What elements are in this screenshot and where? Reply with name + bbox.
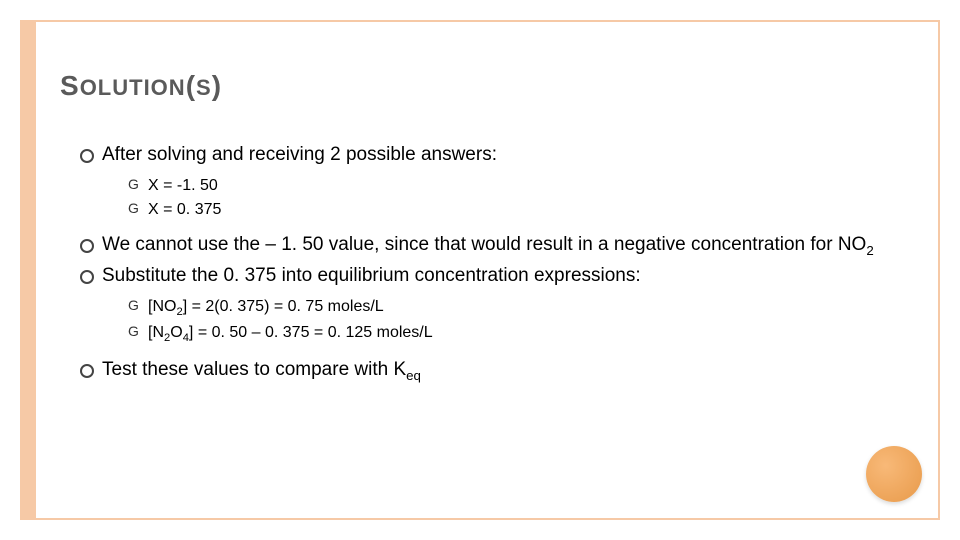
bullet-1-sub-1: X = -1. 50 xyxy=(128,174,900,198)
bullet-1: After solving and receiving 2 possible a… xyxy=(80,142,900,222)
bullet-1-sublist: X = -1. 50 X = 0. 375 xyxy=(102,174,900,222)
decorative-circle-icon xyxy=(866,446,922,502)
bullet-3-text: Substitute the 0. 375 into equilibrium c… xyxy=(102,265,641,286)
title-paren-open: ( xyxy=(186,70,196,101)
bullet-3-sub-1: [NO2] = 2(0. 375) = 0. 75 moles/L xyxy=(128,295,900,321)
title-rest: OLUTION xyxy=(80,75,186,100)
bullet-3-sublist: [NO2] = 2(0. 375) = 0. 75 moles/L [N2O4]… xyxy=(102,295,900,347)
bullet-1-text: After solving and receiving 2 possible a… xyxy=(102,144,497,165)
title-paren-close: ) xyxy=(212,70,222,101)
bullet-2-subscript: 2 xyxy=(866,242,873,257)
bullet-list: After solving and receiving 2 possible a… xyxy=(60,142,900,385)
bullet-3-sub-2: [N2O4] = 0. 50 – 0. 375 = 0. 125 moles/L xyxy=(128,321,900,347)
b3s2-post: ] = 0. 50 – 0. 375 = 0. 125 moles/L xyxy=(189,324,433,341)
title-letter-s: S xyxy=(60,70,80,101)
b3s1-pre: [NO xyxy=(148,298,176,315)
b3s2-mid: O xyxy=(170,324,182,341)
b3s2-pre: [N xyxy=(148,324,164,341)
bullet-2-text-pre: We cannot use the – 1. 50 value, since t… xyxy=(102,234,866,255)
bullet-4-text-pre: Test these values to compare with K xyxy=(102,359,406,380)
b3s1-post: ] = 2(0. 375) = 0. 75 moles/L xyxy=(183,298,384,315)
title-s-small: S xyxy=(196,75,212,100)
bullet-1-sub-2: X = 0. 375 xyxy=(128,198,900,222)
slide-title: SOLUTION(S) xyxy=(60,70,900,102)
left-accent-stripe xyxy=(22,20,36,520)
slide-content: SOLUTION(S) After solving and receiving … xyxy=(60,70,900,389)
bullet-3: Substitute the 0. 375 into equilibrium c… xyxy=(80,263,900,347)
bullet-4: Test these values to compare with Keq xyxy=(80,357,900,385)
bullet-4-subscript: eq xyxy=(406,368,421,383)
bullet-2: We cannot use the – 1. 50 value, since t… xyxy=(80,232,900,260)
